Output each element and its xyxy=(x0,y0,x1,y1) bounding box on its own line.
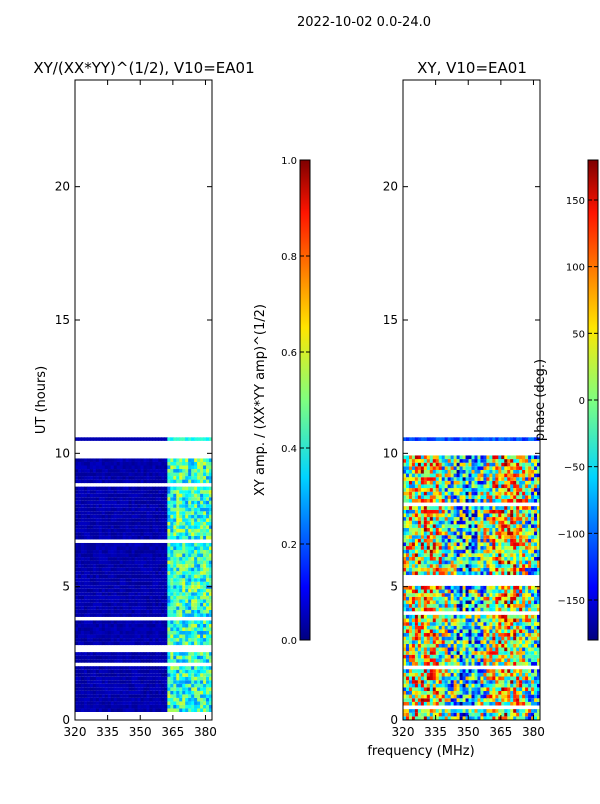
colorbar-tick-label: 0.2 xyxy=(281,540,297,551)
colorbar-amplitude: 0.0 0.2 0.4 0.6 0.8 1.0 XY amp. / (XX*YY amp)… xyxy=(253,156,310,647)
panel-amplitude: XY/(XX*YY)^(1/2), V10=EA01 320 335 350 365 3… xyxy=(33,59,254,739)
panel-phase-title: XY, V10=EA01 xyxy=(417,59,527,77)
y-tick-label: 10 xyxy=(55,446,70,460)
ylabel-ut-hours: UT (hours) xyxy=(34,366,49,434)
x-tick-label: 350 xyxy=(129,725,152,739)
amplitude-heatmap xyxy=(75,437,213,712)
y-tick-label: 5 xyxy=(62,580,70,594)
x-tick-label: 320 xyxy=(64,725,87,739)
colorbar-tick-label: 0.0 xyxy=(281,636,297,647)
phase-heatmap xyxy=(403,437,541,720)
colorbar-amplitude-label: XY amp. / (XX*YY amp)^(1/2) xyxy=(253,304,268,496)
y-tick-label: 0 xyxy=(62,713,70,727)
colorbar-amplitude-gradient xyxy=(300,160,310,640)
x-tick-label: 365 xyxy=(161,725,184,739)
suptitle: 2022-10-02 0.0-24.0 xyxy=(297,15,431,30)
colorbar-tick-label: 0.6 xyxy=(281,348,297,359)
y-tick-label: 15 xyxy=(55,313,70,327)
panel-amplitude-title: XY/(XX*YY)^(1/2), V10=EA01 xyxy=(33,59,254,77)
colorbar-tick-label: 0.4 xyxy=(281,444,297,455)
y-tick-label: 20 xyxy=(55,180,70,194)
colorbar-tick-label: 0.8 xyxy=(281,252,297,263)
colorbar-tick-label: 1.0 xyxy=(281,156,297,167)
x-tick-label: 380 xyxy=(194,725,217,739)
x-tick-label: 335 xyxy=(96,725,119,739)
